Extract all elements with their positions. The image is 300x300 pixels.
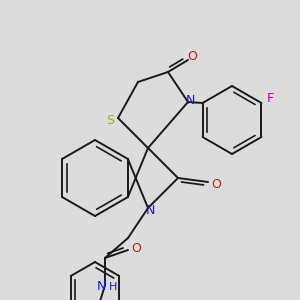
Text: N: N [145, 203, 155, 217]
Text: H: H [109, 282, 117, 292]
Text: N: N [185, 94, 195, 106]
Text: O: O [187, 50, 197, 62]
Text: O: O [211, 178, 221, 190]
Text: F: F [267, 92, 274, 106]
Text: O: O [131, 242, 141, 254]
Text: S: S [106, 113, 114, 127]
Text: N: N [96, 280, 106, 293]
